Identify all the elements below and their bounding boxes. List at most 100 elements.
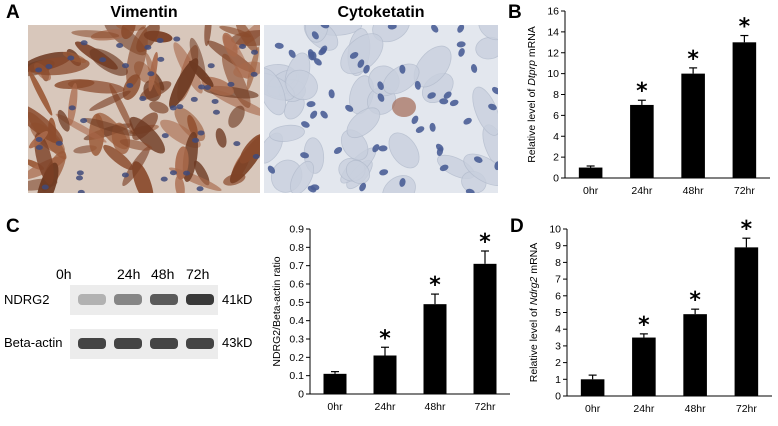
bar-0hr — [578, 167, 603, 178]
vimentin-nucleus — [41, 184, 49, 190]
cytokeratin-nucleus — [456, 41, 466, 48]
vimentin-nucleus — [80, 40, 88, 46]
panel-letter-d: D — [510, 216, 524, 237]
vimentin-cell — [204, 25, 212, 47]
vimentin-nucleus — [196, 186, 204, 192]
cytokeratin-cell — [463, 153, 498, 186]
cytokeratin-nucleus — [429, 122, 436, 132]
panel-letter-b: B — [508, 2, 522, 23]
blot-band-beta-actin-2 — [150, 338, 178, 349]
cytokeratin-nucleus — [470, 64, 478, 73]
y-tick-label: 6 — [553, 110, 559, 122]
cytokeratin-nucleus — [313, 58, 322, 66]
vimentin-cell — [89, 90, 131, 111]
y-tick-label: 9 — [555, 240, 561, 252]
vimentin-cell — [28, 103, 63, 144]
bar-48hr — [423, 304, 447, 394]
cytokeratin-nucleus — [387, 25, 397, 30]
cytokeratin-nucleus — [473, 156, 483, 163]
vimentin-cell — [222, 32, 238, 57]
blot-band-ndrg2-0 — [78, 294, 106, 305]
vimentin-cell — [121, 25, 136, 40]
vimentin-nucleus — [252, 154, 260, 160]
cytokeratin-nucleus — [345, 104, 354, 112]
y-tick-label: 0.4 — [289, 315, 304, 327]
y-tick-label: 2 — [555, 357, 561, 369]
vimentin-cell — [239, 133, 260, 164]
chart-d-svg: 0 1 2 3 4 5 6 7 8 9 10 Relative level of Ndrg2 mRNA… — [528, 217, 772, 415]
cytokeratin-nucleus — [431, 25, 439, 33]
cytokeratin-nucleus — [306, 101, 316, 108]
cytokeratin-nucleus — [310, 110, 318, 119]
significance-star-24hr: * — [636, 79, 648, 104]
bar-72hr — [734, 247, 759, 396]
x-tick-label: 0hr — [585, 403, 601, 415]
y-tick-label: 0 — [555, 391, 561, 403]
vimentin-nucleus — [116, 43, 124, 49]
vimentin-cell — [122, 146, 150, 187]
blot-band-ndrg2-3 — [186, 294, 214, 305]
cytokeratin-micrograph — [264, 25, 498, 193]
vimentin-nucleus — [169, 105, 177, 111]
significance-star-48hr: * — [689, 288, 701, 313]
blot-band-beta-actin-1 — [114, 338, 142, 349]
y-tick-label: 0.2 — [289, 352, 304, 364]
y-tick-label: 0.5 — [289, 297, 304, 309]
panel-letter-c: C — [6, 216, 20, 237]
blot-row-label-beta-actin: Beta-actin — [4, 335, 63, 350]
cytokeratin-cell — [340, 129, 369, 161]
y-tick-label: 8 — [553, 89, 559, 101]
blot-size-41kd: 41kD — [222, 292, 253, 307]
lane-label-0h: 0h — [56, 266, 72, 282]
vimentin-nucleus — [121, 63, 129, 69]
cytokeratin-nucleus — [439, 164, 449, 172]
vimentin-nucleus — [76, 170, 84, 176]
vimentin-cell — [169, 58, 199, 109]
vimentin-cell — [175, 175, 185, 193]
y-tick-label: 0.6 — [289, 279, 304, 291]
y-tick-label: 0 — [553, 173, 559, 185]
cytokeratin-cell — [345, 160, 371, 185]
vimentin-nucleus — [161, 133, 169, 139]
chart-c: 0 0.1 0.2 0.3 0.4 0.5 0.6 0.7 0.8 0.9 NDRG2/Beta-a… — [268, 210, 518, 426]
vimentin-nucleus — [139, 96, 147, 102]
vimentin-title: Vimentin — [110, 4, 178, 21]
blot-size-43kd: 43kD — [222, 335, 253, 350]
bar-24hr — [632, 337, 656, 396]
bar-24hr — [630, 104, 654, 178]
bar-48hr — [681, 73, 705, 178]
cytokeratin-nucleus — [320, 25, 330, 29]
vimentin-nucleus — [144, 44, 152, 50]
bar-72hr — [473, 263, 497, 394]
cytokeratin-nucleus — [411, 115, 419, 125]
y-axis-label: Relative level of Dtprp mRNA — [526, 26, 538, 163]
vimentin-cell — [174, 107, 206, 142]
cytokeratin-nucleus — [372, 144, 380, 153]
vimentin-cell — [215, 128, 227, 148]
y-tick-label: 2 — [553, 152, 559, 164]
vimentin-nucleus — [121, 172, 129, 178]
cytokeratin-cell — [285, 69, 318, 101]
vimentin-nucleus — [203, 85, 211, 91]
vimentin-nucleus — [55, 140, 63, 146]
cytokeratin-nucleus — [328, 89, 335, 99]
vimentin-nucleus — [239, 43, 247, 49]
cytokeratin-cell — [388, 132, 420, 169]
y-tick-label: 12 — [547, 47, 559, 59]
vimentin-nucleus — [157, 56, 165, 62]
vimentin-nucleus — [160, 176, 168, 182]
chart-b-svg: 0 2 4 6 8 10 12 14 16 Relative level of Dtprp mRN… — [526, 6, 770, 197]
cytokeratin-nucleus — [311, 31, 319, 40]
vimentin-nucleus — [233, 141, 241, 147]
y-tick-label: 6 — [555, 290, 561, 302]
vimentin-nucleus — [251, 49, 259, 55]
vimentin-cell — [148, 51, 158, 92]
vimentin-cell — [129, 116, 166, 154]
y-tick-label: 4 — [553, 131, 559, 143]
bar-0hr — [323, 373, 347, 394]
cytokeratin-cell — [269, 124, 305, 142]
cytokeratin-nucleus — [427, 92, 436, 99]
vimentin-nucleus — [126, 82, 134, 88]
cytokeratin-title: Cytoketatin — [337, 4, 425, 21]
vimentin-cell — [103, 144, 134, 171]
